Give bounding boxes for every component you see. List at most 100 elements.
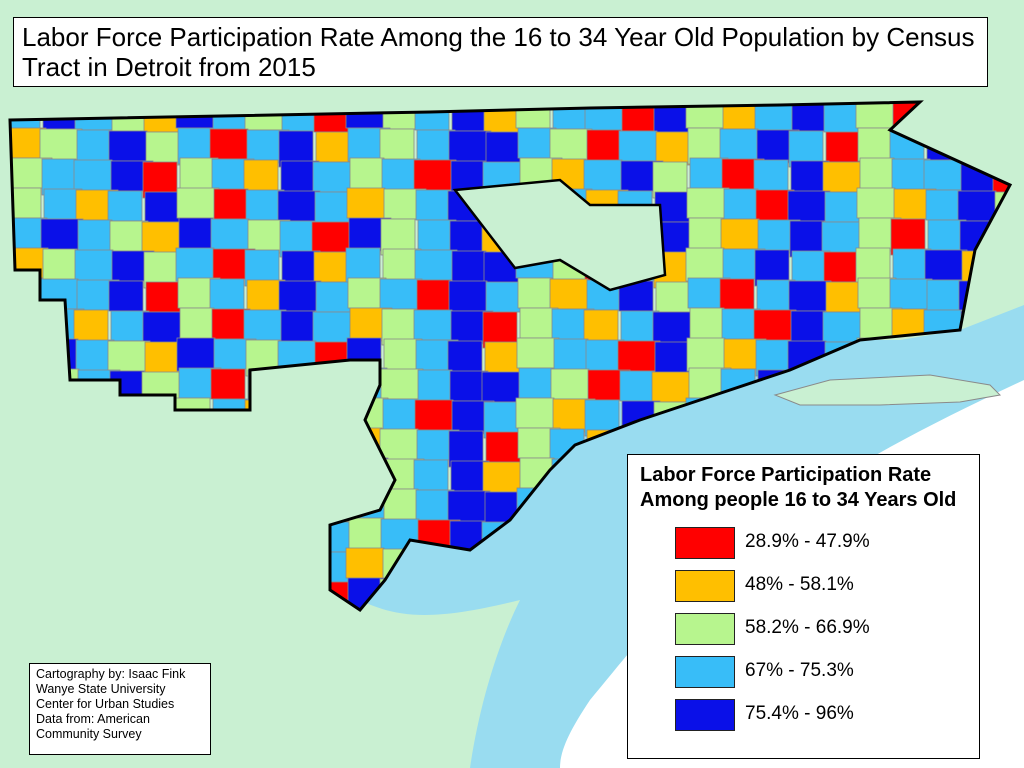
- census-tract: [415, 189, 451, 221]
- census-tract: [10, 187, 42, 219]
- census-tract: [312, 161, 356, 193]
- census-tract: [926, 279, 962, 311]
- census-tract: [822, 311, 862, 343]
- census-tract: [277, 190, 321, 222]
- census-tract: [925, 189, 961, 221]
- map-title-box: Labor Force Participation Rate Among the…: [13, 17, 988, 87]
- census-tract: [379, 278, 423, 310]
- census-tract: [379, 428, 419, 463]
- census-tract: [856, 187, 896, 219]
- legend-label-1: 28.9% - 47.9%: [745, 531, 870, 552]
- census-tract: [413, 309, 453, 341]
- census-tract: [822, 161, 866, 193]
- census-tract: [107, 190, 143, 222]
- credit-line-5: Community Survey: [36, 727, 142, 741]
- census-tract: [583, 159, 623, 194]
- credits-box: Cartography by: Isaac Fink Wanye State U…: [29, 663, 211, 755]
- census-tract: [549, 128, 593, 163]
- census-tract: [210, 368, 246, 400]
- census-tract: [176, 187, 220, 219]
- census-tract: [175, 247, 215, 282]
- census-tract: [108, 280, 144, 312]
- census-tract: [517, 277, 553, 309]
- credit-line-4: Data from: American: [36, 712, 150, 726]
- census-tract: [73, 159, 113, 194]
- census-tract: [825, 281, 861, 313]
- census-tract: [107, 340, 151, 372]
- legend-label-4: 67% - 75.3%: [745, 660, 854, 681]
- census-tract: [753, 309, 797, 344]
- legend-item-2: 48% - 58.1%: [675, 570, 965, 602]
- census-tract: [209, 128, 249, 160]
- census-tract: [413, 459, 449, 491]
- census-tract: [108, 130, 148, 162]
- census-tract: [209, 278, 245, 310]
- census-tract: [719, 278, 755, 310]
- credit-line-2: Wanye State University: [36, 682, 166, 696]
- census-tract: [481, 371, 525, 403]
- census-tract: [957, 190, 997, 222]
- legend-swatch-1: [675, 527, 735, 559]
- legend-title-line1: Labor Force Participation Rate: [640, 464, 932, 486]
- census-tract: [889, 278, 933, 310]
- census-tract: [617, 340, 661, 372]
- census-tract: [518, 367, 554, 399]
- census-tract: [380, 368, 424, 400]
- census-tract: [685, 247, 725, 282]
- census-tract: [720, 218, 760, 250]
- census-tract: [549, 278, 589, 310]
- census-tract: [311, 221, 351, 253]
- census-tract: [176, 337, 216, 372]
- census-tract: [448, 280, 488, 312]
- legend-swatch-5: [675, 699, 735, 731]
- census-tract: [824, 191, 860, 223]
- census-tract: [417, 369, 453, 401]
- map-title-line2: Tract in Detroit from 2015: [22, 52, 316, 82]
- census-tract: [74, 249, 114, 284]
- census-tract: [416, 279, 452, 311]
- census-tract: [923, 159, 967, 191]
- census-tract: [346, 187, 386, 219]
- detroit-city-boundary: [8, 100, 1013, 612]
- census-tract: [314, 191, 350, 223]
- map-title-line1: Labor Force Participation Rate Among the…: [22, 22, 975, 52]
- census-tract: [823, 102, 859, 133]
- census-tract: [210, 218, 250, 250]
- census-tract: [40, 218, 84, 253]
- census-tract: [550, 368, 590, 400]
- census-tract: [618, 130, 658, 162]
- census-tract: [312, 311, 352, 343]
- legend-swatch-3: [675, 613, 735, 645]
- census-tract: [39, 128, 83, 163]
- census-tract: [315, 281, 351, 313]
- legend-item-1: 28.9% - 47.9%: [675, 527, 965, 559]
- legend-title: Labor Force Participation Rate Among peo…: [640, 463, 956, 513]
- census-tract: [414, 399, 454, 431]
- census-tract: [719, 128, 759, 160]
- census-tract: [213, 188, 249, 220]
- census-tract: [482, 461, 526, 493]
- credit-line-3: Center for Urban Studies: [36, 697, 175, 711]
- hamtramck-highland-park: [452, 178, 667, 292]
- legend-swatch-4: [675, 656, 735, 688]
- census-tract: [686, 187, 730, 219]
- census-tract: [516, 337, 560, 369]
- census-tract: [448, 130, 492, 165]
- legend-item-5: 75.4% - 96%: [675, 699, 965, 731]
- census-tract: [413, 159, 457, 191]
- census-tract: [278, 280, 322, 312]
- legend-swatch-2: [675, 570, 735, 602]
- credit-line-1: Cartography by: Isaac Fink: [36, 667, 186, 681]
- census-tract: [447, 490, 491, 525]
- legend-label-5: 75.4% - 96%: [745, 703, 854, 724]
- census-tract: [788, 280, 832, 312]
- census-tract: [686, 337, 726, 372]
- legend-label-3: 58.2% - 66.9%: [745, 617, 870, 638]
- legend-item-3: 58.2% - 66.9%: [675, 613, 965, 645]
- census-tract: [515, 397, 555, 429]
- census-tract: [414, 249, 458, 281]
- census-tract: [651, 371, 691, 403]
- census-tract: [821, 221, 861, 253]
- census-tract: [924, 249, 968, 281]
- census-tract: [723, 188, 759, 220]
